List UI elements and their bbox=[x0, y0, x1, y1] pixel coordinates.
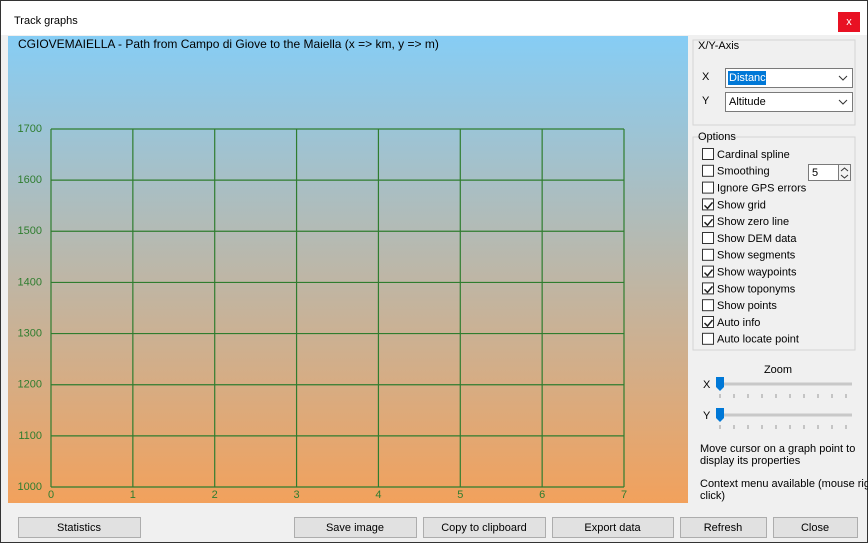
zoom-title: Zoom bbox=[764, 364, 792, 376]
checkbox[interactable] bbox=[702, 265, 714, 278]
y-tick-label: 1000 bbox=[18, 481, 42, 493]
close-window[interactable] bbox=[838, 12, 860, 32]
spin-buttons[interactable] bbox=[838, 164, 851, 181]
button-label[interactable]: Refresh bbox=[704, 522, 743, 534]
zoom-x-label: X bbox=[703, 379, 711, 391]
button-label[interactable]: Close bbox=[801, 522, 829, 534]
checkbox[interactable] bbox=[702, 198, 714, 211]
option-label[interactable]: Show points bbox=[717, 300, 777, 312]
checkbox[interactable] bbox=[702, 332, 714, 345]
checkbox[interactable] bbox=[702, 215, 714, 228]
y-tick-label: 1100 bbox=[18, 430, 42, 442]
dropdown-arrow bbox=[838, 99, 848, 105]
y-tick-label: 1700 bbox=[18, 123, 42, 135]
button[interactable] bbox=[680, 517, 767, 538]
checkbox[interactable] bbox=[702, 181, 714, 194]
check-mark bbox=[703, 269, 714, 277]
close-icon[interactable]: x bbox=[846, 16, 852, 28]
check-mark bbox=[703, 285, 714, 294]
note: click) bbox=[700, 490, 725, 502]
y-tick-label: 1300 bbox=[18, 327, 42, 339]
x-tick-label: 5 bbox=[457, 489, 463, 501]
chart-area bbox=[8, 36, 688, 503]
zoom-y-label: Y bbox=[703, 410, 711, 422]
y-dropdown[interactable] bbox=[725, 92, 853, 112]
option-label[interactable]: Ignore GPS errors bbox=[717, 183, 807, 195]
x-tick-label: 3 bbox=[294, 489, 300, 501]
x-tick-label: 2 bbox=[212, 489, 218, 501]
checkbox[interactable] bbox=[702, 248, 714, 261]
button-label[interactable]: Copy to clipboard bbox=[441, 522, 527, 534]
check-mark bbox=[703, 218, 714, 227]
check-mark bbox=[703, 201, 714, 210]
checkbox[interactable] bbox=[702, 164, 714, 177]
x-tick-label: 7 bbox=[621, 489, 627, 501]
axis-group bbox=[692, 39, 856, 126]
x-axis-label: X bbox=[702, 71, 710, 83]
button-label[interactable]: Save image bbox=[326, 522, 384, 534]
button[interactable] bbox=[18, 517, 141, 538]
window-title: Track graphs bbox=[14, 15, 78, 27]
zoom-x-slider[interactable] bbox=[716, 377, 724, 391]
option-label[interactable]: Smoothing bbox=[717, 166, 770, 178]
y-tick-label: 1600 bbox=[18, 174, 42, 186]
button[interactable] bbox=[423, 517, 546, 538]
x-tick-label: 6 bbox=[539, 489, 545, 501]
option-label[interactable]: Show DEM data bbox=[717, 233, 797, 245]
title-bar bbox=[1, 1, 867, 35]
slider-ticks bbox=[719, 394, 847, 398]
checkbox[interactable] bbox=[702, 316, 714, 328]
button[interactable] bbox=[773, 517, 858, 538]
option-label[interactable]: Cardinal spline bbox=[717, 149, 790, 161]
button-bar: Statistics Save image Copy to clipboard Exp… bbox=[18, 517, 858, 538]
option-label[interactable]: Auto info bbox=[717, 317, 760, 329]
note: Context menu available (mouse right bbox=[700, 478, 868, 490]
group-title: Options bbox=[698, 131, 736, 143]
option-label[interactable]: Show waypoints bbox=[717, 267, 797, 279]
chart-title: CGIOVEMAIELLA - Path from Campo di Giove… bbox=[18, 37, 439, 51]
y-tick-label: 1400 bbox=[18, 276, 42, 288]
checkbox[interactable] bbox=[702, 299, 714, 312]
option-label[interactable]: Show grid bbox=[717, 199, 766, 211]
chart: 1000 1100 1200 1300 1400 1500 1600 1700 0 1 2 3 4 5 6 7 bbox=[18, 123, 628, 501]
options-list: Cardinal spline Smoothing Ignore GPS error… bbox=[702, 148, 807, 346]
option-label[interactable]: Show zero line bbox=[717, 216, 789, 228]
zoom-y-slider[interactable] bbox=[716, 408, 724, 422]
button[interactable] bbox=[552, 517, 674, 538]
note: display its properties bbox=[700, 455, 801, 467]
check-mark bbox=[703, 319, 714, 328]
y-axis-label: Y bbox=[702, 95, 710, 107]
checkbox[interactable] bbox=[702, 148, 714, 160]
x-value[interactable]: Distance bbox=[729, 72, 772, 84]
button-label[interactable]: Export data bbox=[584, 522, 641, 534]
spin-arrows bbox=[840, 167, 849, 179]
option-label[interactable]: Auto locate point bbox=[717, 334, 799, 346]
x-tick-label: 4 bbox=[375, 489, 381, 501]
button[interactable] bbox=[294, 517, 417, 538]
note: Move cursor on a graph point to bbox=[700, 443, 855, 455]
option-label[interactable]: Show toponyms bbox=[717, 283, 796, 295]
selection bbox=[728, 71, 766, 85]
x-tick-label: 1 bbox=[130, 489, 136, 501]
group-title: X/Y-Axis bbox=[698, 40, 740, 52]
slider-ticks bbox=[719, 425, 847, 429]
button-label[interactable]: Statistics bbox=[57, 522, 102, 534]
y-value[interactable]: Altitude bbox=[729, 96, 766, 108]
options-group bbox=[692, 136, 856, 351]
spin-value[interactable]: 5 bbox=[812, 167, 818, 179]
checkbox[interactable] bbox=[702, 282, 714, 295]
x-tick-label: 0 bbox=[48, 489, 54, 501]
dropdown-arrow bbox=[838, 75, 848, 81]
y-tick-label: 1500 bbox=[18, 225, 42, 237]
option-label[interactable]: Show segments bbox=[717, 250, 796, 262]
y-tick-label: 1200 bbox=[18, 379, 42, 391]
checkbox[interactable] bbox=[702, 232, 714, 244]
